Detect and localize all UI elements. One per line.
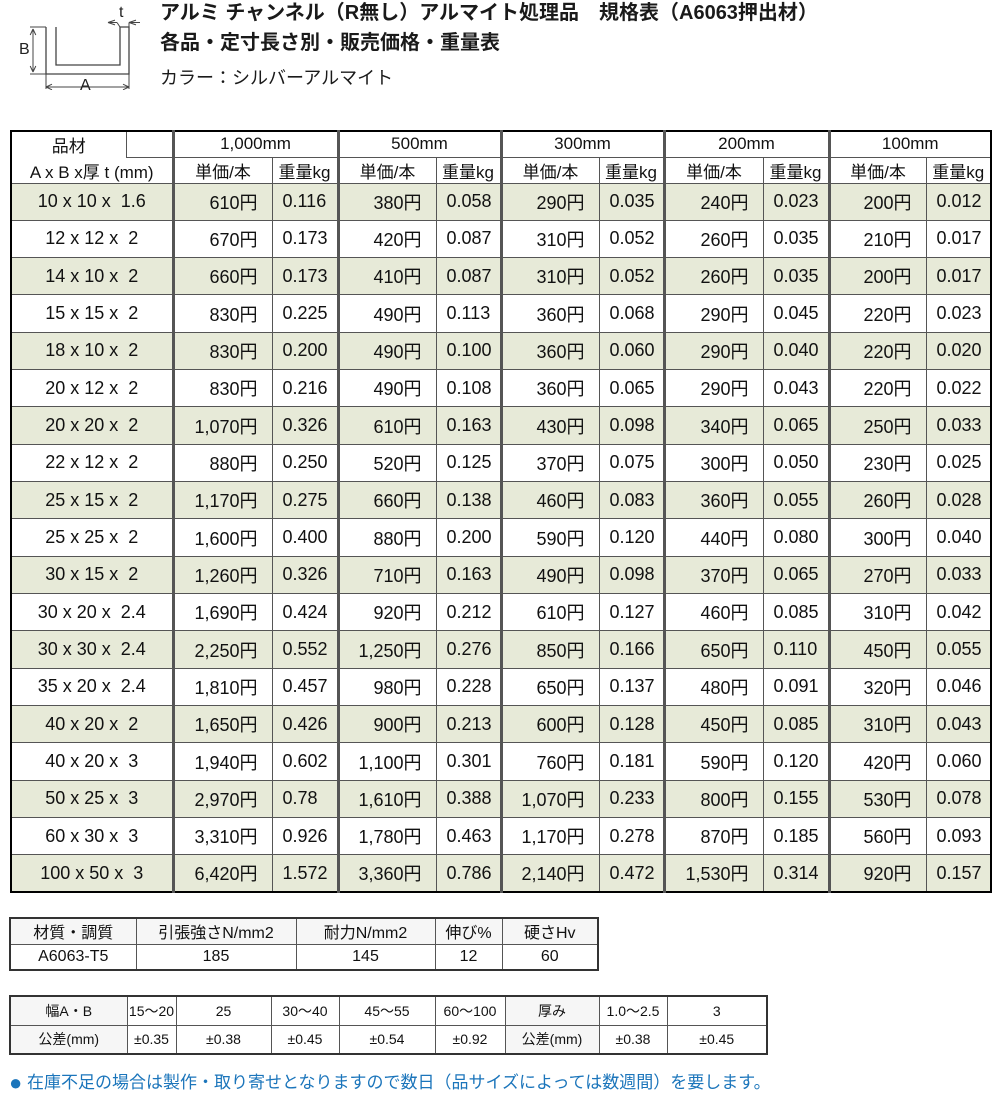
svg-text:A: A [80,77,91,90]
svg-text:t: t [119,4,124,21]
svg-text:B: B [19,41,30,58]
